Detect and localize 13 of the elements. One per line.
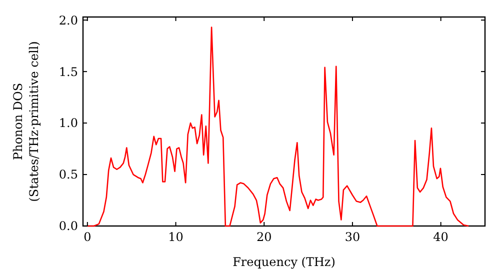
x-tick-label: 10 xyxy=(168,230,184,244)
x-tick-label: 30 xyxy=(344,230,360,244)
x-tick-label: 20 xyxy=(256,230,272,244)
x-tick-label: 0 xyxy=(84,230,92,244)
y-axis-title: Phonon DOS (States/THz·primitive cell) xyxy=(11,41,41,202)
y-tick-label: 0.5 xyxy=(58,168,78,182)
y-tick-label: 2.0 xyxy=(58,13,78,28)
x-tick-label: 40 xyxy=(433,230,448,244)
line-series xyxy=(86,26,470,227)
x-axis-title: Frequency (THz) xyxy=(232,255,336,269)
y-tick-label: 0.0 xyxy=(58,219,78,234)
y-tick-label: 1.0 xyxy=(58,116,78,130)
y-tick-label: 1.5 xyxy=(58,64,78,79)
